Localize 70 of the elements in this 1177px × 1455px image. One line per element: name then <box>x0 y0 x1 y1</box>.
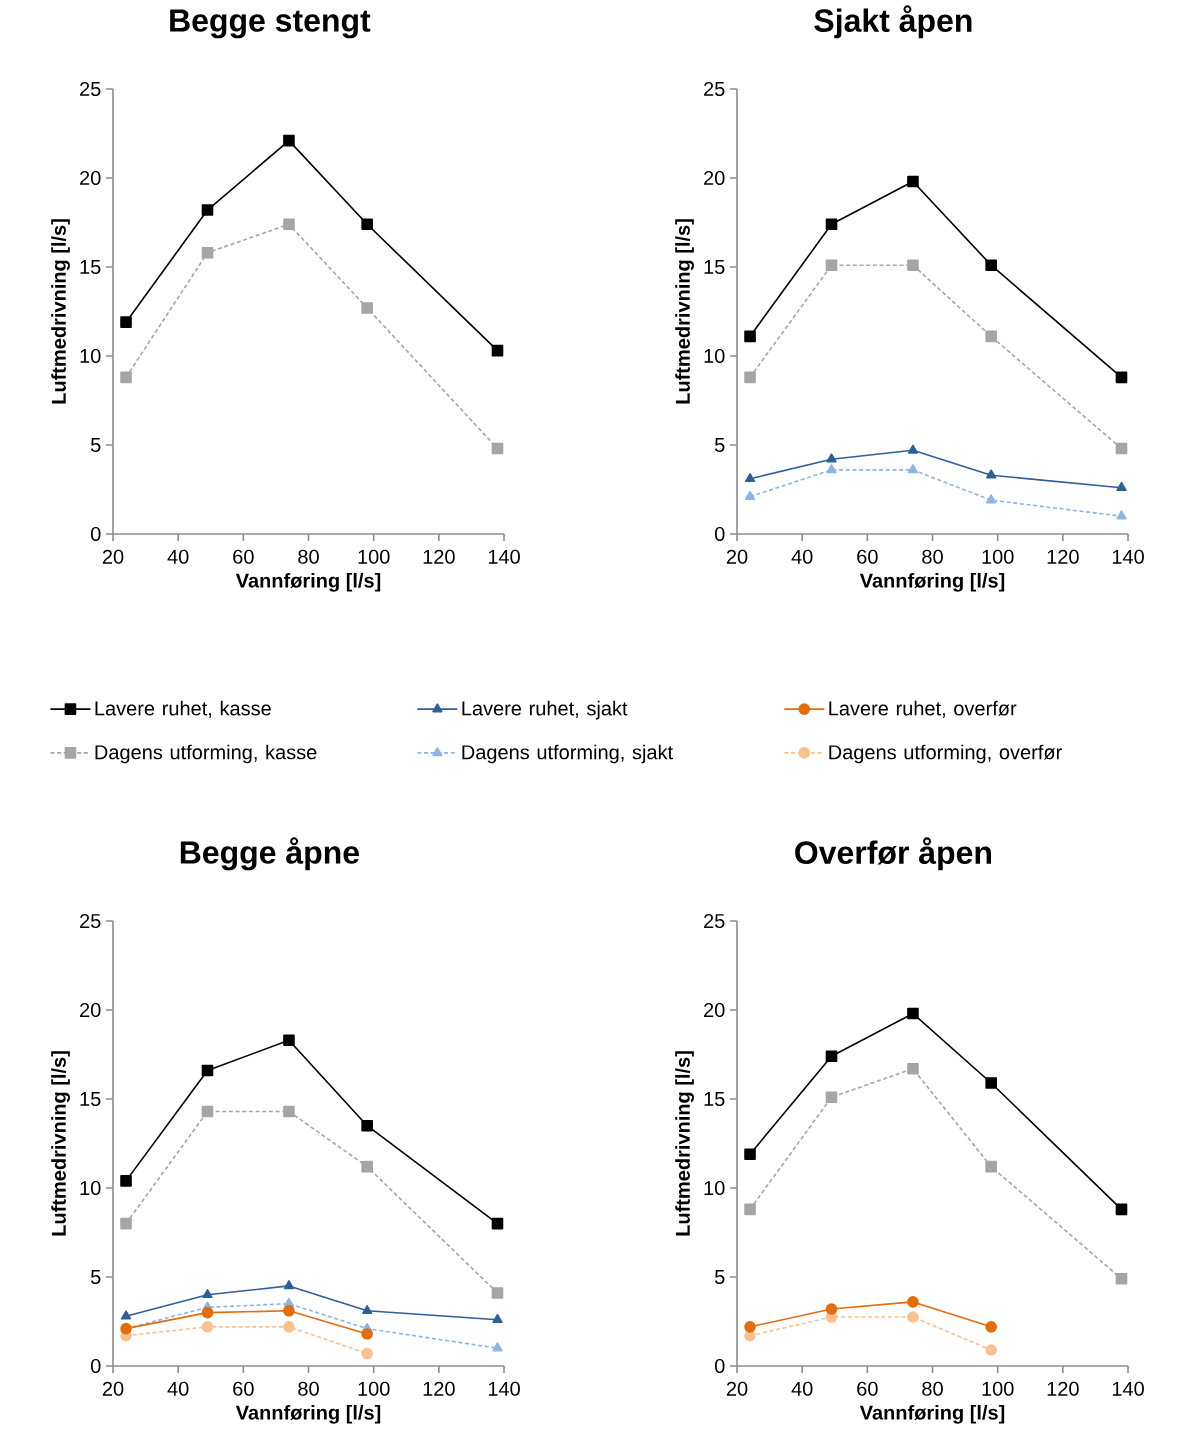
y-axis-title: Luftmedrivning [l/s] <box>51 1051 70 1236</box>
x-tick-label: 120 <box>1047 1381 1079 1396</box>
x-tick-label: 120 <box>1047 549 1079 564</box>
legend-label: Dagens utforming, sjakt <box>462 744 673 764</box>
y-axis-title: Luftmedrivning [l/s] <box>675 219 694 404</box>
x-tick-label: 120 <box>423 549 455 564</box>
x-tick-label: 140 <box>488 549 520 564</box>
x-tick-label: 60 <box>233 1381 254 1396</box>
y-tick-label: 15 <box>704 1092 725 1106</box>
x-tick-label: 80 <box>298 1381 319 1396</box>
x-axis-title: Vannføring [l/s] <box>235 572 381 592</box>
y-axis-title: Luftmedrivning [l/s] <box>51 219 70 404</box>
y-tick-label: 15 <box>80 260 101 274</box>
y-tick-label: 5 <box>714 1270 725 1284</box>
x-tick-label: 20 <box>726 549 748 564</box>
legend-label: Lavere ruhet, kasse <box>95 700 271 718</box>
y-tick-label: 20 <box>704 1002 725 1018</box>
x-tick-label: 80 <box>922 1381 943 1396</box>
x-tick-label: 60 <box>857 549 878 564</box>
legend-label: Lavere ruhet, sjakt <box>462 700 628 720</box>
y-tick-label: 5 <box>90 1270 101 1284</box>
x-tick-label: 80 <box>922 549 943 564</box>
legend-label: Dagens utforming, kasse <box>95 744 317 764</box>
y-tick-label: 20 <box>80 1002 101 1018</box>
x-axis-title: Vannføring [l/s] <box>859 572 1005 592</box>
chart-title: Overfør åpen <box>795 837 991 871</box>
x-tick-label: 100 <box>358 1381 390 1396</box>
y-tick-label: 20 <box>80 170 101 186</box>
y-tick-label: 0 <box>714 1358 725 1374</box>
x-tick-label: 100 <box>982 1381 1014 1396</box>
y-tick-label: 10 <box>704 1180 725 1196</box>
y-tick-label: 25 <box>80 913 101 929</box>
y-tick-label: 5 <box>90 438 101 452</box>
y-tick-label: 0 <box>714 526 725 542</box>
x-tick-label: 140 <box>488 1381 520 1396</box>
y-tick-label: 15 <box>704 260 725 274</box>
legend-label: Lavere ruhet, overfør <box>829 700 1017 718</box>
x-tick-label: 40 <box>167 1381 189 1396</box>
y-tick-label: 0 <box>90 526 101 542</box>
y-tick-label: 25 <box>80 81 101 97</box>
x-tick-label: 100 <box>982 549 1014 564</box>
legend-label: Dagens utforming, overfør <box>829 744 1062 764</box>
x-tick-label: 60 <box>857 1381 878 1396</box>
x-tick-label: 140 <box>1112 1381 1144 1396</box>
y-tick-label: 5 <box>714 438 725 452</box>
x-tick-label: 80 <box>298 549 319 564</box>
x-axis-title: Vannføring [l/s] <box>859 1404 1005 1424</box>
y-tick-label: 25 <box>704 81 725 97</box>
x-tick-label: 20 <box>102 1381 124 1396</box>
y-axis-title: Luftmedrivning [l/s] <box>675 1051 694 1236</box>
y-tick-label: 20 <box>704 170 725 186</box>
y-tick-label: 10 <box>80 1180 101 1196</box>
chart-title: Sjakt åpen <box>814 5 972 39</box>
x-axis-title: Vannføring [l/s] <box>235 1404 381 1424</box>
chart-title: Begge stengt <box>170 9 371 39</box>
x-tick-label: 40 <box>791 549 813 564</box>
x-tick-label: 40 <box>791 1381 813 1396</box>
chart-title: Begge åpne <box>180 837 359 871</box>
x-tick-label: 100 <box>358 549 390 564</box>
x-tick-label: 40 <box>167 549 189 564</box>
x-tick-label: 120 <box>423 1381 455 1396</box>
y-tick-label: 10 <box>80 348 101 364</box>
x-tick-label: 20 <box>102 549 124 564</box>
y-tick-label: 15 <box>80 1092 101 1106</box>
y-tick-label: 10 <box>704 348 725 364</box>
x-tick-label: 20 <box>726 1381 748 1396</box>
x-tick-label: 140 <box>1112 549 1144 564</box>
y-tick-label: 0 <box>90 1358 101 1374</box>
y-tick-label: 25 <box>704 913 725 929</box>
x-tick-label: 60 <box>233 549 254 564</box>
